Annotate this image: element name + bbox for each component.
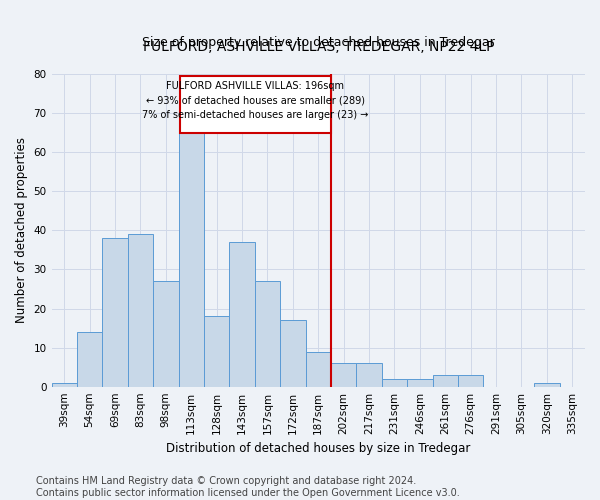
Bar (204, 316, 229, 386)
Bar (356, 363, 382, 386)
Text: FULFORD ASHVILLE VILLAS: 196sqm: FULFORD ASHVILLE VILLAS: 196sqm (166, 80, 344, 90)
Text: FULFORD, ASHVILLE VILLAS, TREDEGAR, NP22 4LP: FULFORD, ASHVILLE VILLAS, TREDEGAR, NP22… (143, 40, 494, 54)
Bar (77, 332, 103, 386)
Text: ← 93% of detached houses are smaller (289): ← 93% of detached houses are smaller (28… (146, 96, 365, 106)
Bar (52, 383, 77, 386)
Bar (331, 363, 356, 386)
FancyBboxPatch shape (180, 76, 331, 132)
Bar (280, 320, 305, 386)
Bar (433, 375, 458, 386)
Y-axis label: Number of detached properties: Number of detached properties (15, 138, 28, 324)
Bar (153, 281, 179, 386)
Text: 7% of semi-detached houses are larger (23) →: 7% of semi-detached houses are larger (2… (142, 110, 368, 120)
Bar (382, 379, 407, 386)
Bar (103, 238, 128, 386)
Bar (407, 379, 433, 386)
Bar (179, 132, 204, 386)
Text: Contains HM Land Registry data © Crown copyright and database right 2024.
Contai: Contains HM Land Registry data © Crown c… (36, 476, 460, 498)
Title: Size of property relative to detached houses in Tredegar: Size of property relative to detached ho… (142, 36, 494, 49)
X-axis label: Distribution of detached houses by size in Tredegar: Distribution of detached houses by size … (166, 442, 470, 455)
Bar (305, 352, 331, 386)
Bar (128, 234, 153, 386)
Bar (255, 281, 280, 386)
Bar (229, 242, 255, 386)
Bar (534, 383, 560, 386)
Bar (458, 375, 484, 386)
